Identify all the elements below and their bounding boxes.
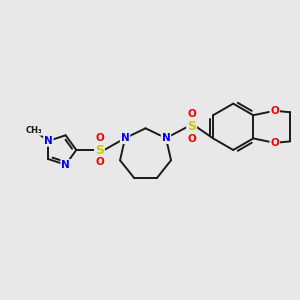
Text: N: N — [44, 136, 53, 146]
Text: CH₃: CH₃ — [26, 126, 42, 135]
Text: N: N — [121, 133, 130, 143]
Text: O: O — [270, 138, 279, 148]
Text: O: O — [95, 158, 104, 167]
Text: S: S — [187, 120, 196, 133]
Text: O: O — [187, 109, 196, 119]
Text: O: O — [187, 134, 196, 144]
Text: O: O — [270, 106, 279, 116]
Text: N: N — [162, 133, 170, 143]
Text: O: O — [95, 133, 104, 142]
Text: S: S — [95, 143, 104, 157]
Text: N: N — [61, 160, 70, 170]
